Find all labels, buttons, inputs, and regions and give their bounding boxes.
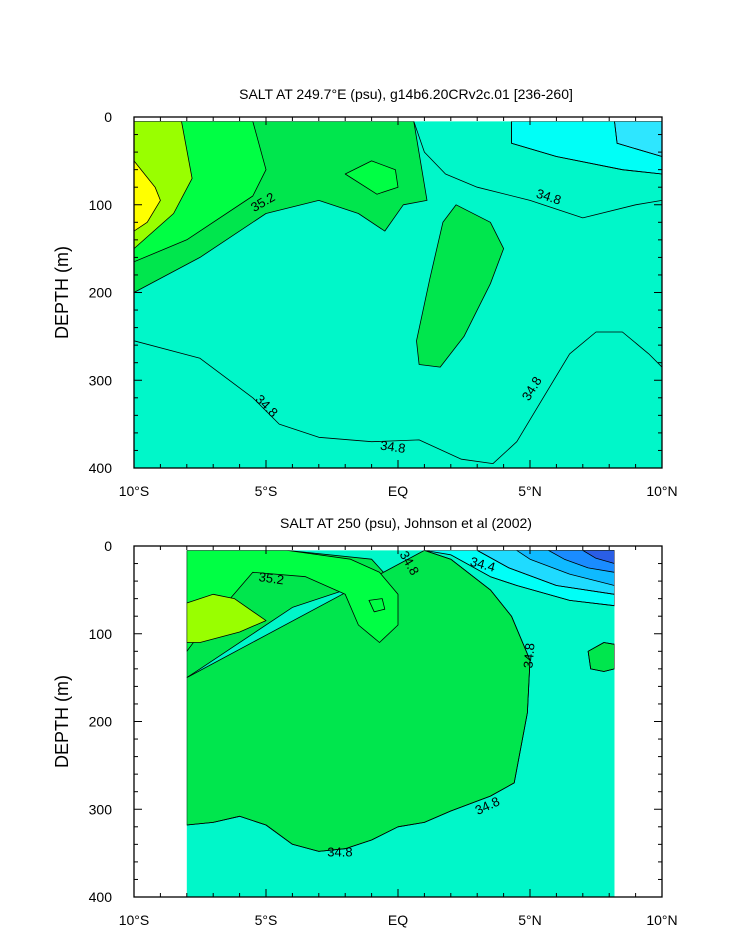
contour-line [614,121,662,157]
ticks [133,545,663,898]
x-tick-label: 5°S [255,483,278,499]
contour-region [134,160,161,232]
contour-region [416,204,505,368]
contour-label: 34.8 [379,438,406,456]
contour-line [587,642,615,672]
y-tick-label: 400 [89,889,113,905]
contour-label: 34.4 [469,554,497,575]
contour-line [186,550,531,852]
y-tick-label: 300 [89,801,113,817]
chart-panel-2: 35.234.8 34.434.834.834.810°S 5°S EQ 5°N 10°N… [52,515,678,928]
contour-label: 34.8 [534,186,563,208]
y-axis-label: DEPTH (m) [52,246,72,339]
x-tick-label: EQ [388,483,408,499]
chart-title: SALT AT 249.7°E (psu), g14b6.20CRv2c.01 … [239,86,573,102]
contour-line [511,121,662,175]
x-tick-label: 10°S [119,912,150,928]
contour-label: 34.8 [327,845,352,860]
y-tick-label: 100 [89,197,113,213]
y-axis-label: DEPTH (m) [52,675,72,768]
x-tick-label: EQ [388,912,408,928]
y-tick-label: 200 [89,714,113,730]
y-tick-label: 100 [89,626,113,642]
contour-label: 34.8 [520,642,537,669]
contour-line [477,550,615,595]
x-tick-label: 10°N [646,483,677,499]
y-tick-label: 300 [89,372,113,388]
contour-label: 35.2 [258,569,285,587]
x-tick-label: 5°S [255,912,278,928]
contour-line [450,554,615,607]
contour-fills [186,550,615,852]
ticks [133,116,663,469]
y-tick-label: 0 [104,109,112,125]
x-tick-label: 10°S [119,483,150,499]
y-tick-label: 0 [104,538,112,554]
contour-line [134,331,662,465]
contour-region [186,593,267,643]
contour-region [344,160,399,195]
contour-region [582,550,615,564]
x-tick-label: 5°N [518,912,542,928]
y-tick-label: 400 [89,460,113,476]
x-tick-label: 5°N [518,483,542,499]
contour-line [413,121,662,219]
contour-region [368,598,386,613]
contour-fills [134,121,662,465]
chart-title: SALT AT 250 (psu), Johnson et al (2002) [280,515,532,531]
x-tick-label: 10°N [646,912,677,928]
chart-panel-1: 35.234.834.834.834.810°S 5°S EQ 5°N 10°N0100… [52,86,678,499]
y-tick-label: 200 [89,285,113,301]
